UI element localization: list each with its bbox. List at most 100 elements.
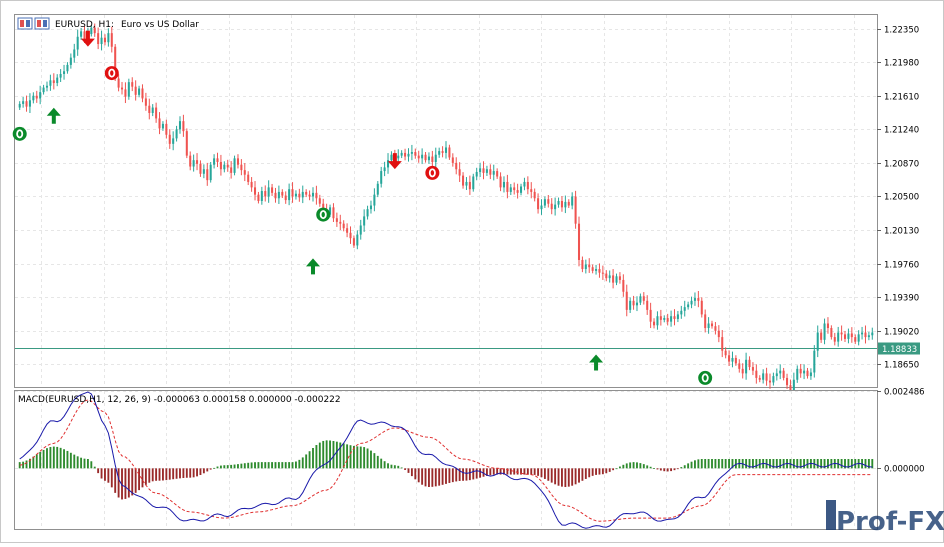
- candle-body: [799, 368, 802, 374]
- candle-body: [820, 332, 823, 340]
- candle-body: [339, 221, 342, 224]
- candle-body: [298, 193, 301, 198]
- candle-body: [540, 205, 543, 210]
- candle-body: [581, 259, 584, 270]
- candle-body: [731, 357, 734, 362]
- macd-histogram-bar: [162, 468, 164, 481]
- candle-body: [584, 264, 587, 270]
- sell-exit-icon-glyph: [428, 168, 436, 178]
- candle-body: [444, 147, 448, 153]
- candle-body: [141, 88, 144, 99]
- buy-arrow-icon: [46, 107, 61, 124]
- macd-histogram-bar: [462, 468, 464, 481]
- candle-body: [260, 191, 263, 201]
- macd-histogram-bar: [97, 468, 100, 474]
- macd-histogram-bar: [475, 468, 478, 479]
- candle-body: [564, 201, 567, 208]
- macd-histogram-bar: [158, 468, 161, 481]
- macd-histogram-bar: [751, 459, 754, 469]
- macd-histogram-bar: [605, 468, 608, 474]
- candle-body: [311, 192, 315, 197]
- macd-histogram-bar: [400, 467, 403, 469]
- candle-body: [134, 86, 137, 95]
- candle-body: [577, 223, 581, 260]
- candle-body: [813, 350, 816, 373]
- candles: [18, 23, 874, 398]
- macd-histogram-bar: [683, 465, 686, 469]
- candle-body: [755, 370, 758, 378]
- candle-body: [649, 309, 652, 322]
- macd-histogram-bar: [308, 451, 311, 469]
- price-panel[interactable]: [14, 14, 878, 388]
- candle-body: [363, 216, 366, 226]
- macd-histogram-bar: [506, 468, 509, 475]
- candle-body: [175, 129, 178, 139]
- price-tick-label: 1.21610: [884, 93, 919, 103]
- macd-histogram-bar: [424, 468, 427, 487]
- current-price-label: 1.18833: [882, 345, 917, 355]
- candle-body: [172, 138, 175, 144]
- candle-body: [18, 103, 21, 108]
- price-tick-label: 1.20130: [884, 227, 919, 237]
- macd-histogram-bar: [199, 468, 202, 475]
- macd-histogram-bar: [373, 453, 376, 469]
- candle-body: [185, 131, 188, 156]
- candle-body: [676, 314, 679, 319]
- candle-body: [768, 380, 772, 383]
- candle-body: [22, 101, 25, 104]
- candle-body: [240, 164, 243, 171]
- macd-histogram-bar: [639, 463, 642, 469]
- macd-histogram-bar: [104, 468, 106, 481]
- candle-body: [557, 201, 560, 205]
- macd-histogram-bar: [352, 445, 355, 469]
- candle-body: [236, 158, 239, 165]
- chart-icon2-bar-blue: [43, 20, 47, 27]
- macd-signal-line: [19, 399, 873, 522]
- macd-histogram-bar: [346, 444, 349, 469]
- price-grid: [15, 15, 877, 387]
- candle-body: [605, 273, 608, 279]
- candle-body: [349, 232, 352, 239]
- macd-histogram-bar: [758, 459, 761, 469]
- candle-body: [748, 359, 751, 368]
- candle-body: [721, 337, 724, 351]
- macd-histogram-bar: [520, 468, 522, 475]
- macd-histogram-bar: [155, 468, 158, 481]
- candle-body: [826, 323, 829, 329]
- macd-histogram-bar: [223, 465, 226, 469]
- macd-histogram-bar: [485, 468, 488, 476]
- candle-body: [854, 337, 857, 342]
- candle-body: [380, 171, 383, 184]
- macd-histogram-bar: [206, 468, 209, 472]
- candle-body: [492, 171, 495, 175]
- macd-histogram-bar: [601, 468, 604, 475]
- candle-body: [216, 158, 219, 162]
- macd-panel[interactable]: [14, 390, 878, 530]
- candle-body: [673, 316, 676, 319]
- chart-window-icon[interactable]: [17, 17, 33, 30]
- macd-histogram-bar: [342, 443, 345, 469]
- candle-body: [683, 307, 686, 311]
- candle-body: [850, 333, 853, 338]
- candle-body: [291, 189, 294, 197]
- macd-histogram-bar: [281, 462, 284, 469]
- macd-histogram-bar: [59, 447, 62, 469]
- macd-histogram-bar: [680, 467, 683, 469]
- watermark: Prof-FX: [826, 500, 944, 537]
- macd-histogram-bar: [219, 465, 222, 469]
- candle-body: [202, 169, 205, 174]
- macd-histogram-bar: [445, 468, 447, 484]
- chart-window-icon-2[interactable]: [34, 17, 50, 30]
- candle-body: [458, 169, 461, 176]
- candle-body: [383, 167, 386, 172]
- candle-body: [601, 272, 604, 274]
- macd-histogram-bar: [393, 465, 396, 469]
- macd-histogram-bar: [451, 468, 454, 483]
- candle-body: [213, 158, 216, 165]
- candle-body: [421, 154, 424, 159]
- candle-body: [745, 359, 748, 374]
- macd-histogram-bar: [438, 468, 441, 486]
- candle-body: [707, 323, 710, 329]
- macd-histogram-bar: [799, 459, 802, 469]
